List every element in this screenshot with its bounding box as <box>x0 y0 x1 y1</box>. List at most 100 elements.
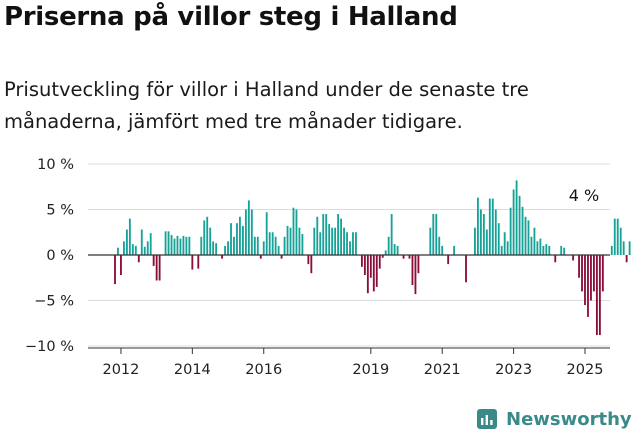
bar <box>188 236 191 255</box>
bar <box>545 244 548 255</box>
bar <box>292 207 295 255</box>
bar <box>322 214 325 255</box>
bar <box>560 245 563 255</box>
bar <box>128 218 131 255</box>
bar <box>140 229 143 255</box>
bar <box>563 247 566 255</box>
bar <box>554 255 557 263</box>
bar <box>221 255 224 259</box>
bar <box>310 255 313 274</box>
x-tick-label: 2023 <box>495 362 532 378</box>
newsworthy-logo: Newsworthy <box>476 408 631 430</box>
bar <box>482 214 485 255</box>
bar <box>587 255 589 317</box>
bar <box>595 255 598 336</box>
bar <box>120 255 122 276</box>
bar <box>387 236 390 255</box>
bar <box>584 255 586 306</box>
x-tick-label: 2019 <box>352 362 389 378</box>
bar <box>134 245 137 255</box>
bar <box>598 255 601 336</box>
bar <box>283 236 286 255</box>
y-tick-label: 0 % <box>46 248 74 264</box>
bar <box>384 250 387 255</box>
bar <box>619 227 622 255</box>
bar <box>453 245 456 255</box>
bar <box>590 255 592 301</box>
bar <box>271 232 274 255</box>
bar <box>319 232 322 255</box>
bar <box>411 255 414 286</box>
bar <box>494 209 497 255</box>
bar <box>488 198 491 255</box>
bar <box>628 241 631 255</box>
bar <box>185 236 188 255</box>
bar <box>438 236 441 255</box>
bar <box>313 227 316 255</box>
grid-lines <box>88 163 610 347</box>
bar <box>298 227 301 255</box>
x-tick-label: 2012 <box>102 362 139 378</box>
bar <box>506 241 509 255</box>
bar <box>167 231 170 255</box>
bar <box>268 232 271 255</box>
bar <box>503 232 506 255</box>
bar <box>152 255 155 266</box>
bar <box>360 255 363 267</box>
bar <box>143 246 146 255</box>
bar <box>123 241 125 255</box>
bar <box>209 227 212 255</box>
bar <box>125 229 128 255</box>
newsworthy-logo-icon <box>477 409 497 429</box>
bar <box>197 255 200 269</box>
bar <box>542 245 545 255</box>
bar <box>390 214 393 255</box>
y-tick-label: 5 % <box>46 203 74 219</box>
bar <box>346 232 348 255</box>
bar <box>155 255 158 281</box>
bar <box>355 232 357 255</box>
bar <box>539 238 542 255</box>
brand-name: Newsworthy <box>506 408 631 430</box>
bar <box>396 245 399 255</box>
bar <box>241 225 244 255</box>
bar <box>485 229 488 255</box>
bar <box>414 255 417 295</box>
bar <box>274 236 277 255</box>
bar <box>227 241 229 255</box>
bar <box>212 241 215 255</box>
bar <box>247 200 250 255</box>
bar <box>530 236 533 255</box>
bar <box>328 224 331 255</box>
bar <box>375 255 378 287</box>
bar <box>191 255 194 270</box>
axes: 10 % 5 % 0 % −5 % −10 % 2012 2014 2016 2019 2021 2… <box>25 157 610 378</box>
bar <box>610 245 613 255</box>
bar <box>601 255 604 292</box>
bar <box>117 247 119 255</box>
bar <box>524 216 527 255</box>
bar <box>236 223 238 255</box>
bar <box>262 241 265 255</box>
bar <box>176 235 179 255</box>
x-tick-label: 2016 <box>245 362 282 378</box>
bar <box>244 209 247 255</box>
bar <box>295 209 298 255</box>
bar <box>578 255 580 278</box>
bar <box>230 223 232 255</box>
bar <box>393 244 396 255</box>
bar <box>533 227 536 255</box>
bar <box>286 225 289 255</box>
y-tick-label: 10 % <box>37 157 74 173</box>
bar <box>337 214 340 255</box>
bar <box>476 197 479 255</box>
bar <box>521 206 524 255</box>
bar <box>593 255 595 292</box>
bar <box>158 255 161 281</box>
bar <box>417 255 420 274</box>
bar <box>265 212 268 255</box>
bar <box>114 255 116 285</box>
bar <box>572 255 575 261</box>
bar <box>289 227 292 255</box>
